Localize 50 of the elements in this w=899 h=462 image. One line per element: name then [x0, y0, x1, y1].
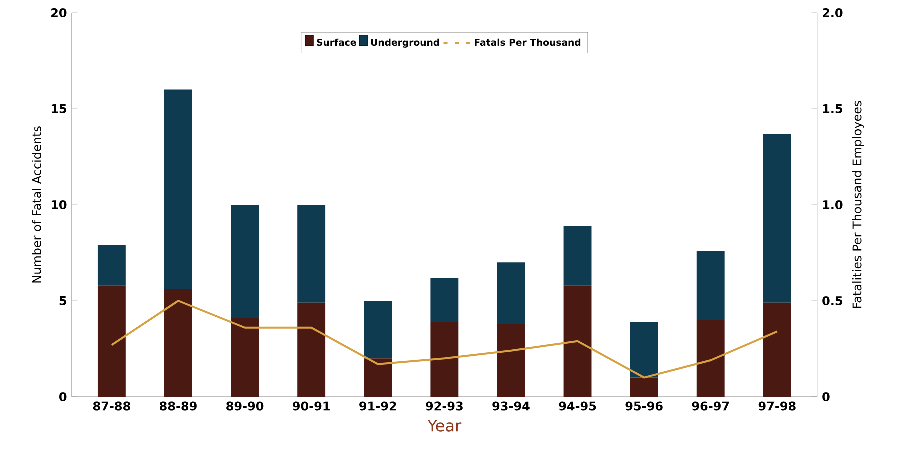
bar [430, 322, 459, 398]
legend-label: Underground [371, 38, 440, 48]
bar [696, 251, 725, 320]
y2-tick-label: 0.5 [822, 296, 842, 306]
y2-tick-label: 2.0 [822, 8, 843, 18]
x-tick-label: 89-90 [226, 402, 264, 411]
x-tick-label: 96-97 [692, 402, 730, 411]
legend-label: Fatals Per Thousand [475, 38, 581, 46]
bar [164, 90, 192, 290]
bar [164, 289, 192, 398]
bar [231, 318, 259, 398]
y2-tick-label: 1.5 [823, 104, 842, 114]
x-tick-label: 92-93 [426, 402, 463, 411]
bar [497, 262, 526, 324]
y-tick-label: 10 [52, 200, 67, 210]
y2-tick-label: 0 [822, 392, 830, 402]
x-tick-label: 87-88 [93, 402, 130, 411]
bar [298, 302, 326, 398]
bar [364, 301, 392, 359]
x-tick-label: 93-94 [492, 402, 530, 411]
line-series [110, 300, 778, 379]
bar [564, 286, 592, 398]
legend-label: Surface [317, 38, 356, 46]
bar [630, 378, 658, 398]
bar [763, 302, 792, 398]
bar [98, 245, 126, 286]
bar [430, 278, 459, 322]
bar [696, 320, 725, 398]
y2-axis-title: Fatalities Per Thousand Employees [852, 101, 864, 308]
y-tick-label: 0 [60, 392, 67, 402]
y-tick-label: 5 [60, 296, 66, 306]
bar [98, 286, 126, 398]
y2-tick-label: 1.0 [823, 200, 843, 210]
bar [298, 205, 326, 303]
y-tick-label: 15 [52, 104, 66, 114]
x-axis-title: Year [428, 420, 462, 432]
x-tick-label: 95-96 [626, 402, 663, 411]
bar [763, 134, 792, 303]
bar [364, 358, 392, 398]
x-tick-label: 91-92 [360, 402, 396, 411]
bar [564, 226, 592, 286]
y-tick-label: 20 [52, 8, 67, 18]
x-tick-label: 94-95 [559, 402, 596, 411]
x-tick-label: 88-89 [160, 402, 197, 411]
bar [497, 324, 526, 398]
y-axis-title: Number of Fatal Accidents [32, 126, 42, 283]
x-tick-label: 90-91 [293, 402, 330, 411]
bar [231, 205, 259, 318]
x-tick-label: 97-98 [758, 402, 796, 411]
bar [630, 322, 658, 378]
